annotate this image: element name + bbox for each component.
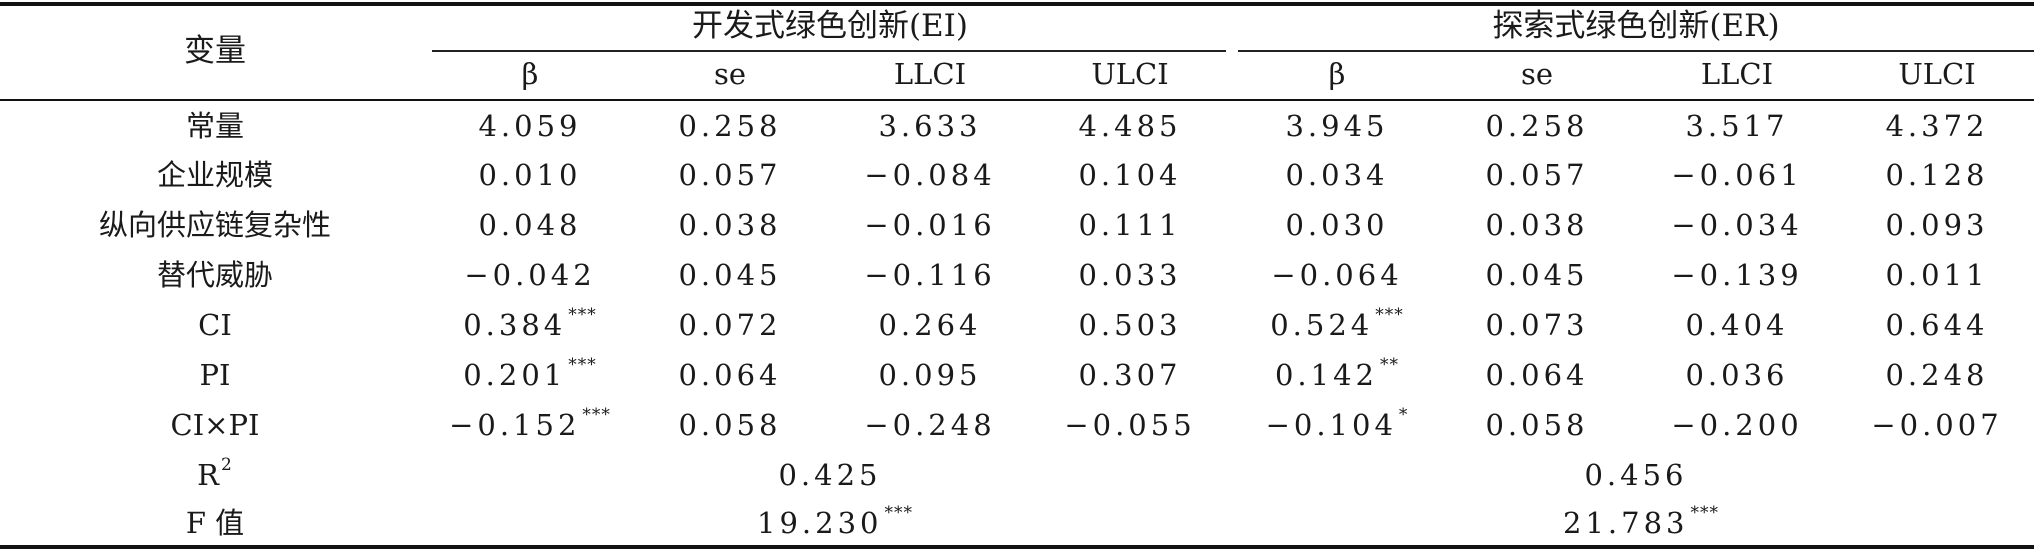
table-cell: 0.057	[678, 158, 782, 192]
table-cell: 0.073	[1485, 308, 1589, 342]
table-cell: −0.248	[864, 408, 996, 442]
table-cell: 4.372	[1885, 109, 1989, 143]
group-header-ei: 开发式绿色创新(EI)	[691, 8, 969, 44]
table-cell: −0.139	[1671, 258, 1803, 292]
table-cell: 3.517	[1685, 109, 1789, 143]
table-cell: 0.045	[1485, 258, 1589, 292]
significance-marker: ***	[568, 355, 597, 376]
row-label: PI	[199, 358, 231, 392]
table-cell: 0.248	[1885, 358, 1989, 392]
table-cell: 0.201 ***	[463, 355, 597, 392]
column-header: ULCI	[1091, 57, 1169, 91]
table-cell: −0.152 ***	[449, 405, 611, 442]
row-label: 纵向供应链复杂性	[98, 208, 332, 242]
table-cell: 0.384 ***	[463, 305, 597, 342]
table-cell: 0.095	[878, 358, 982, 392]
table-cell: −0.200	[1671, 408, 1803, 442]
table-cell: 0.034	[1285, 158, 1389, 192]
table-cell: 0.503	[1078, 308, 1182, 342]
table-cell: 0.524 ***	[1270, 305, 1404, 342]
table-cell: 0.404	[1685, 308, 1789, 342]
r-squared-ei: 0.425	[778, 458, 882, 492]
table-cell: 0.010	[478, 158, 582, 192]
significance-marker: ***	[568, 305, 597, 326]
table-cell: 0.045	[678, 258, 782, 292]
table-bottom-rule	[0, 545, 2034, 549]
table-cell: 3.945	[1285, 109, 1389, 143]
table-cell: −0.104 *	[1265, 405, 1409, 442]
table-cell: 0.258	[1485, 109, 1589, 143]
table-cell: −0.034	[1671, 208, 1803, 242]
table-cell: −0.116	[864, 258, 996, 292]
table-cell: 0.258	[678, 109, 782, 143]
table-cell: 0.033	[1078, 258, 1182, 292]
row-label: 替代威胁	[156, 258, 274, 292]
column-header: β	[1328, 57, 1346, 91]
table-header-rule	[0, 99, 2034, 101]
row-label: 常量	[185, 109, 245, 143]
table-cell: 0.057	[1485, 158, 1589, 192]
table-cell: 0.058	[1485, 408, 1589, 442]
column-header: ULCI	[1898, 57, 1976, 91]
row-label: 企业规模	[156, 158, 274, 192]
column-header: β	[521, 57, 539, 91]
variable-header: 变量	[184, 33, 246, 69]
table-cell: −0.016	[864, 208, 996, 242]
column-header: LLCI	[1700, 57, 1774, 91]
significance-marker: *	[1398, 405, 1409, 426]
significance-marker: **	[1380, 355, 1400, 376]
table-cell: −0.055	[1064, 408, 1196, 442]
table-cell: 0.307	[1078, 358, 1182, 392]
table-cell: −0.007	[1871, 408, 2003, 442]
table-cell: 0.058	[678, 408, 782, 442]
table-top-rule	[0, 2, 2034, 6]
group-header-er: 探索式绿色创新(ER)	[1492, 8, 1780, 44]
f-value-label: F 值	[185, 506, 245, 540]
table-cell: 0.064	[678, 358, 782, 392]
table-cell: 3.633	[878, 109, 982, 143]
table-cell: 4.485	[1078, 109, 1182, 143]
group-ei-underline	[432, 50, 1226, 52]
f-value-ei: 19.230 ***	[757, 503, 913, 540]
r-squared-er: 0.456	[1584, 458, 1688, 492]
f-value-er: 21.783 ***	[1563, 503, 1719, 540]
table-cell: 0.128	[1885, 158, 1989, 192]
table-cell: −0.061	[1671, 158, 1803, 192]
table-cell: 0.048	[478, 208, 582, 242]
row-label: CI×PI	[170, 408, 260, 442]
column-header: LLCI	[893, 57, 967, 91]
table-cell: 0.036	[1685, 358, 1789, 392]
significance-marker: ***	[582, 405, 611, 426]
group-er-underline	[1238, 50, 2034, 52]
table-cell: −0.084	[864, 158, 996, 192]
table-cell: −0.064	[1271, 258, 1403, 292]
table-cell: 0.093	[1885, 208, 1989, 242]
table-cell: 0.111	[1078, 208, 1182, 242]
table-cell: 0.030	[1285, 208, 1389, 242]
column-header: se	[1520, 57, 1554, 91]
table-cell: 0.038	[1485, 208, 1589, 242]
table-cell: 4.059	[478, 109, 582, 143]
table-cell: 0.038	[678, 208, 782, 242]
table-cell: 0.072	[678, 308, 782, 342]
row-label: CI	[198, 308, 232, 342]
significance-marker: ***	[1375, 305, 1404, 326]
table-cell: 0.064	[1485, 358, 1589, 392]
table-cell: 0.142 **	[1274, 355, 1400, 392]
table-cell: 0.104	[1078, 158, 1182, 192]
table-cell: 0.264	[878, 308, 982, 342]
table-cell: 0.644	[1885, 308, 1989, 342]
table-cell: 0.011	[1885, 258, 1989, 292]
column-header: se	[713, 57, 747, 91]
table-cell: −0.042	[464, 258, 596, 292]
